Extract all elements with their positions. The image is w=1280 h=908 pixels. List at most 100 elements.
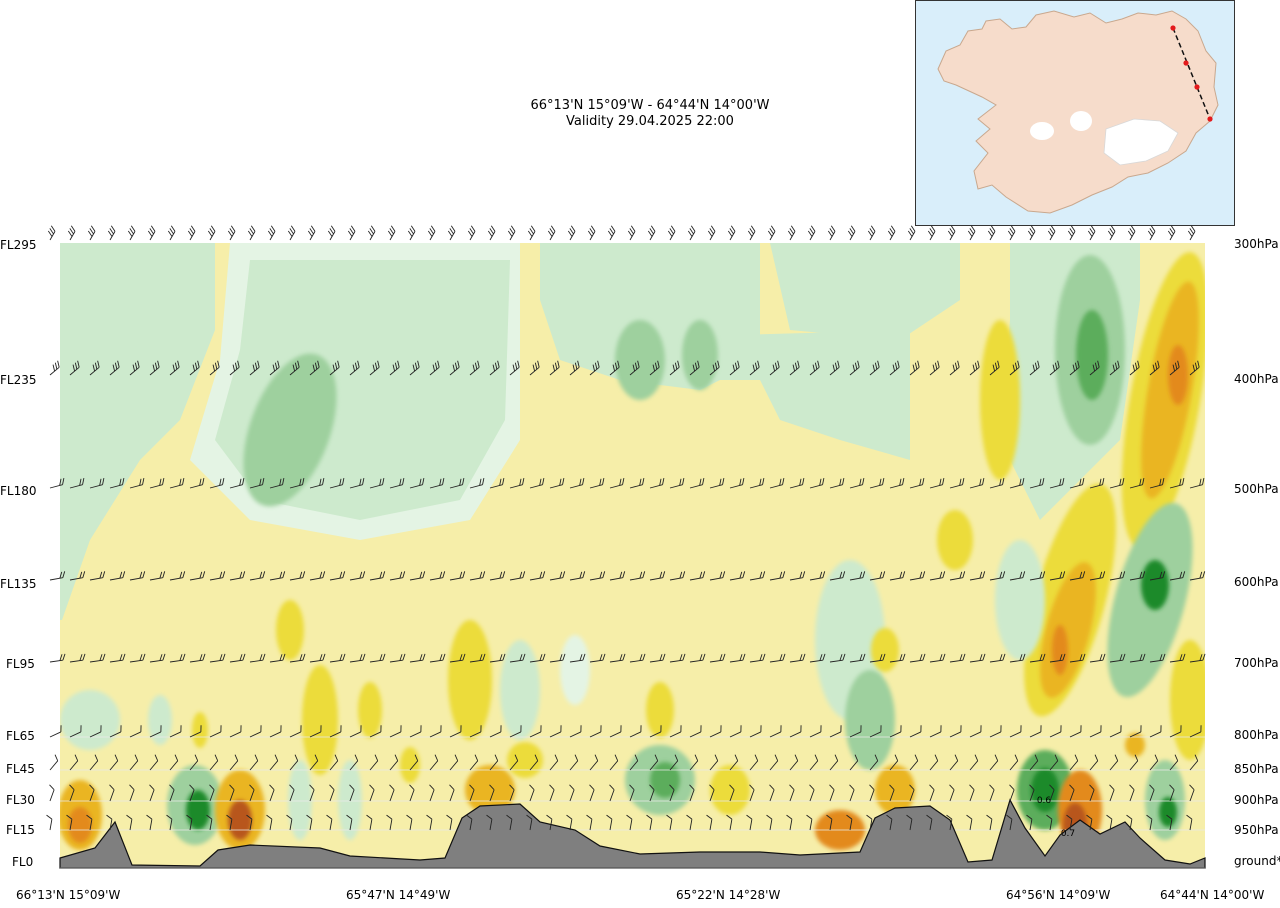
wind-barb-icon: [829, 754, 839, 771]
wind-barb-icon: [1089, 653, 1106, 663]
wind-barb-icon: [209, 477, 225, 489]
wind-barb-icon: [369, 784, 375, 802]
wind-barb-icon: [969, 360, 980, 376]
wind-barb-icon: [469, 754, 479, 771]
wind-barb-icon: [1089, 725, 1102, 738]
wind-barb-icon: [1029, 653, 1046, 663]
wind-barb-icon: [349, 725, 362, 738]
wind-barb-icon: [1089, 571, 1106, 581]
wind-barb-icon: [609, 653, 626, 663]
wind-barbs: [46, 225, 1206, 831]
wind-barb-icon: [309, 571, 326, 581]
wind-barb-icon: [1049, 653, 1066, 663]
wind-barb-icon: [89, 725, 102, 738]
wind-barb-icon: [809, 360, 820, 376]
wind-barb-icon: [709, 754, 719, 771]
flight-level-label: FL235: [0, 373, 37, 387]
wind-barb-icon: [1187, 225, 1196, 241]
wind-barb-icon: [209, 725, 222, 738]
wind-barb-icon: [349, 477, 365, 489]
wind-barb-icon: [369, 653, 386, 663]
wind-barb-icon: [829, 360, 840, 376]
wind-barb-icon: [1149, 360, 1160, 376]
wind-barb-icon: [309, 360, 320, 376]
wind-barb-icon: [449, 784, 455, 802]
wind-barb-icon: [629, 725, 642, 738]
wind-barb-icon: [769, 477, 785, 489]
wind-barb-icon: [109, 571, 126, 581]
wind-barb-icon: [367, 225, 376, 241]
wind-barb-icon: [1109, 784, 1115, 802]
wind-barb-icon: [609, 725, 622, 738]
wind-barb-icon: [989, 477, 1005, 489]
wind-barb-icon: [749, 754, 759, 771]
wind-barb-icon: [989, 725, 1002, 738]
flight-level-label: FL0: [12, 855, 34, 869]
wind-barb-icon: [606, 814, 613, 831]
wind-barb-icon: [327, 225, 336, 241]
wind-barb-icon: [929, 571, 946, 581]
wind-barb-icon: [286, 814, 293, 831]
wind-barb-icon: [389, 653, 406, 663]
wind-barb-icon: [267, 225, 276, 241]
validity-label: Validity 29.04.2025 22:00: [566, 114, 734, 129]
wind-barb-icon: [569, 754, 579, 771]
flight-level-label: FL30: [6, 793, 35, 807]
wind-barb-icon: [849, 725, 862, 738]
wind-barb-icon: [389, 360, 400, 376]
wind-barb-icon: [169, 477, 185, 489]
wind-barb-icon: [909, 725, 922, 738]
wind-barb-icon: [309, 477, 325, 489]
wind-barb-icon: [69, 653, 86, 663]
wind-barb-icon: [949, 571, 966, 581]
wind-barb-icon: [949, 725, 962, 738]
wind-barb-icon: [789, 571, 806, 581]
wind-barb-icon: [189, 360, 200, 376]
wind-barb-icon: [989, 784, 995, 802]
wind-barb-icon: [647, 225, 656, 241]
wind-barb-icon: [1109, 477, 1125, 489]
wind-barb-icon: [1069, 653, 1086, 663]
wind-barb-icon: [827, 225, 836, 241]
wind-barb-icon: [1029, 725, 1042, 738]
wind-barb-icon: [226, 814, 233, 831]
wind-barb-icon: [369, 571, 386, 581]
overview-map[interactable]: [915, 0, 1235, 226]
wind-barb-icon: [429, 754, 439, 771]
wind-barb-icon: [127, 225, 136, 241]
wind-barb-icon: [989, 571, 1006, 581]
wind-barb-icon: [209, 754, 219, 771]
wind-barb-icon: [987, 225, 996, 241]
wind-barb-icon: [566, 814, 573, 831]
wind-barb-icon: [269, 784, 275, 802]
wind-barb-icon: [329, 784, 335, 802]
wind-barb-icon: [869, 754, 879, 771]
wind-barb-icon: [69, 725, 82, 738]
wind-barb-icon: [769, 360, 780, 376]
wind-barb-icon: [726, 814, 733, 831]
wind-barb-icon: [967, 225, 976, 241]
wind-barb-icon: [89, 360, 100, 376]
wind-barb-icon: [106, 814, 113, 831]
wind-barb-icon: [669, 571, 686, 581]
wind-barb-icon: [429, 360, 440, 376]
wind-barb-icon: [849, 477, 865, 489]
wind-barb-icon: [1189, 477, 1205, 489]
wind-barb-icon: [829, 653, 846, 663]
wind-barb-icon: [809, 571, 826, 581]
wind-barb-icon: [426, 814, 433, 831]
wind-barb-icon: [349, 360, 360, 376]
wind-barb-icon: [789, 477, 805, 489]
wind-barb-icon: [429, 571, 446, 581]
wind-barb-icon: [526, 814, 533, 831]
wind-barb-icon: [626, 814, 633, 831]
wind-barb-icon: [1089, 784, 1095, 802]
wind-barb-icon: [249, 754, 259, 771]
wind-barb-icon: [169, 784, 175, 802]
wind-barb-icon: [369, 754, 379, 771]
wind-barb-icon: [409, 784, 415, 802]
wind-barb-icon: [1087, 225, 1096, 241]
wind-barb-icon: [189, 653, 206, 663]
wind-barb-icon: [549, 754, 559, 771]
